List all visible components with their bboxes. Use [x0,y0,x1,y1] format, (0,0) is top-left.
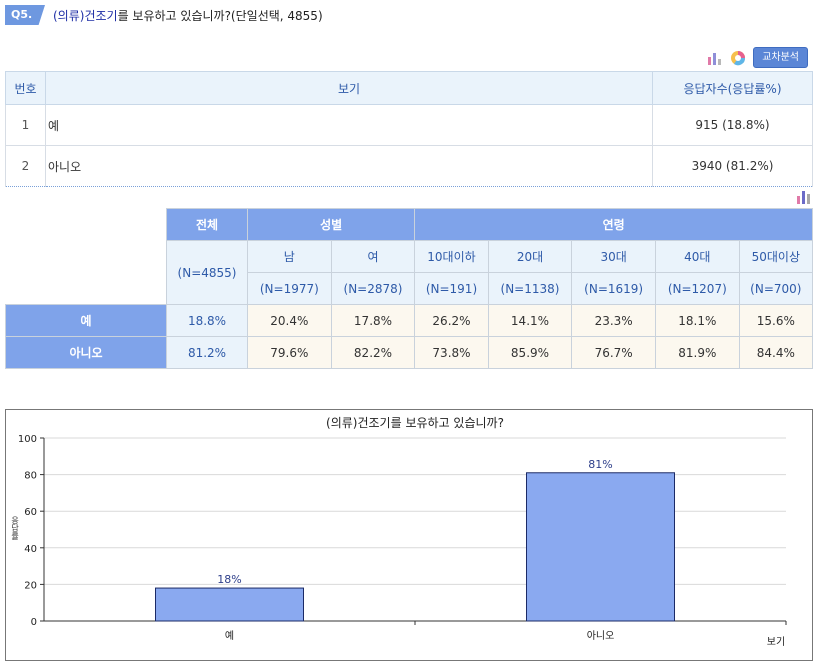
header-option: 보기 [45,71,653,105]
bar-chart: (의류)건조기를 보유하고 있습니까? 0 20 40 60 80 100 응답률 18% 예 81… [10,416,787,648]
bar-chart-icon[interactable] [707,50,723,66]
header-total: 전체 [166,208,248,241]
header-count: 응답자수(응답률%) [652,71,813,105]
col-label: 10대이하 [414,240,489,273]
bar [526,472,675,622]
chart-title: (의류)건조기를 보유하고 있습니까? [326,416,504,430]
pie-chart-icon[interactable] [729,49,747,67]
row-label: 예 [45,104,653,146]
cell-value: 82.2% [330,336,416,369]
col-n: (N=1977) [247,272,332,305]
cell-value: 85.9% [487,336,573,369]
row-no: 1 [5,104,46,146]
cell-value: 20.4% [247,304,332,337]
bar [155,587,304,622]
chart-toolbar: 교차분석 [707,47,808,68]
col-label: 여 [330,240,416,273]
x-tick-label: 아니오 [587,630,615,642]
y-tick-label: 80 [24,471,37,482]
bar-chart-panel: (의류)건조기를 보유하고 있습니까? 0 20 40 60 80 100 응답률 18% 예 81… [5,409,813,661]
header-gender: 성별 [246,208,416,241]
question-title-highlight: (의류)건조기 [53,8,118,23]
corner-blank [5,208,167,305]
y-axis-label: 응답률 [10,516,19,540]
response-table-header: 번호 보기 응답자수(응답률%) [5,71,813,105]
cross-analysis-button[interactable]: 교차분석 [753,47,808,68]
header-age: 연령 [414,208,813,241]
response-table: 번호 보기 응답자수(응답률%) 1 예 915 (18.8%) 2 아니오 3… [5,71,813,187]
y-tick-label: 100 [18,434,37,445]
bar-chart-icon[interactable] [796,189,812,205]
col-n: (N=2878) [330,272,416,305]
col-label: 40대 [654,240,740,273]
total-n: (N=4855) [166,240,248,305]
col-label: 20대 [487,240,573,273]
table-row: 아니오 81.2% 79.6% 82.2% 73.8% 85.9% 76.7% … [5,336,814,369]
cell-value: 76.7% [571,336,656,369]
y-tick-label: 40 [24,544,37,555]
table-row: 예 18.8% 20.4% 17.8% 26.2% 14.1% 23.3% 18… [5,304,814,337]
cell-value: 26.2% [414,304,489,337]
col-n: (N=1138) [487,272,573,305]
cross-table: 전체 성별 연령 (N=4855) 남 여 10대이하 20대 30대 40대 … [5,208,814,369]
question-title: (의류)건조기를 보유하고 있습니까?(단일선택, 4855) [53,7,323,24]
col-label: 50대이상 [738,240,814,273]
table-row: 2 아니오 3940 (81.2%) [5,145,813,187]
row-label: 아니오 [5,336,167,369]
question-badge: Q5. [5,5,45,25]
row-count: 915 (18.8%) [652,104,813,146]
header-no: 번호 [5,71,46,105]
x-axis-label: 보기 [767,636,785,648]
cell-value: 81.9% [654,336,740,369]
cell-value: 15.6% [738,304,814,337]
cell-value: 23.3% [571,304,656,337]
bar-value-label: 81% [588,458,612,471]
row-label: 아니오 [45,145,653,187]
col-n: (N=191) [414,272,489,305]
table-row: 1 예 915 (18.8%) [5,104,813,146]
col-n: (N=700) [738,272,814,305]
row-total: 18.8% [166,304,248,337]
cell-value: 18.1% [654,304,740,337]
row-total: 81.2% [166,336,248,369]
cell-value: 84.4% [738,336,814,369]
cell-value: 79.6% [247,336,332,369]
row-count: 3940 (81.2%) [652,145,813,187]
bar-value-label: 18% [217,573,241,586]
cell-value: 17.8% [330,304,416,337]
row-no: 2 [5,145,46,187]
cell-value: 73.8% [414,336,489,369]
y-tick-label: 20 [24,580,37,591]
col-label: 30대 [571,240,656,273]
row-label: 예 [5,304,167,337]
cell-value: 14.1% [487,304,573,337]
x-tick-label: 예 [225,630,234,642]
col-n: (N=1619) [571,272,656,305]
y-tick-label: 60 [24,507,37,518]
question-title-rest: 를 보유하고 있습니까?(단일선택, 4855) [117,8,323,23]
col-n: (N=1207) [654,272,740,305]
y-tick-label: 0 [31,617,37,628]
question-header: Q5. (의류)건조기를 보유하고 있습니까?(단일선택, 4855) [5,5,323,25]
col-label: 남 [247,240,332,273]
